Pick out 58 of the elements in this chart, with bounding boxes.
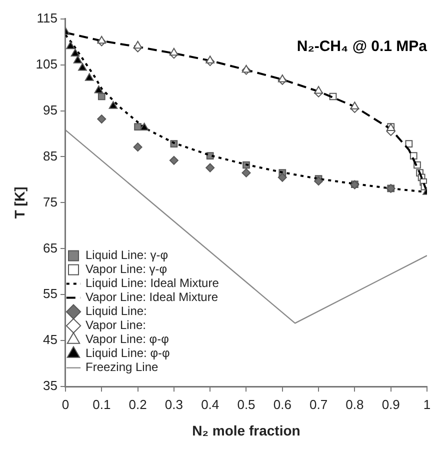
- x-tick-label: 0: [62, 396, 70, 412]
- legend-label: Vapor Line:: [85, 318, 146, 332]
- legend-label: Freezing Line: [85, 360, 159, 374]
- point: [242, 168, 251, 178]
- x-tick-label: 0.7: [310, 396, 328, 412]
- y-tick-label: 105: [36, 56, 58, 72]
- point: [78, 62, 87, 71]
- point: [314, 176, 324, 186]
- point: [66, 41, 75, 50]
- y-tick-label: 75: [43, 194, 58, 210]
- point: [70, 48, 80, 56]
- point: [97, 114, 106, 124]
- point: [170, 48, 178, 56]
- x-axis-title: N₂ mole fraction: [192, 422, 300, 438]
- point: [133, 40, 142, 49]
- y-tick-label: 85: [43, 148, 58, 164]
- x-tick-label: 0.6: [273, 396, 292, 412]
- point: [98, 92, 106, 100]
- x-tick-label: 0.8: [346, 396, 364, 412]
- legend-label: Vapor Line: Ideal Mixture: [85, 290, 218, 304]
- legend-label: Liquid Line: φ-φ: [85, 346, 170, 360]
- text: N₂-CH₄ @ 0.1 MPa: [296, 38, 428, 55]
- y-tick-label: 45: [43, 332, 58, 348]
- point: [278, 74, 287, 82]
- point: [140, 122, 149, 131]
- point: [314, 86, 323, 94]
- point: [278, 172, 287, 182]
- y-tick-label: 65: [43, 240, 58, 256]
- point: [206, 56, 214, 64]
- point: [134, 123, 142, 131]
- point: [108, 101, 118, 109]
- point: [133, 142, 142, 152]
- legend-label: Liquid Line: Ideal Mixture: [85, 276, 220, 290]
- x-tick-label: 0.3: [164, 396, 183, 412]
- point: [94, 86, 104, 94]
- point: [350, 102, 360, 110]
- x-tick-label: 0.1: [92, 396, 111, 412]
- x-tick-label: 0.9: [382, 396, 400, 412]
- point: [73, 56, 82, 64]
- point: [206, 163, 215, 172]
- legend-label: Vapor Line: φ-φ: [85, 332, 170, 346]
- legend-label: Liquid Line: γ-φ: [85, 248, 168, 262]
- legend-label: Liquid Line:: [85, 304, 147, 318]
- y-axis-title: T [K]: [11, 186, 28, 219]
- x-tick-label: 0.5: [237, 396, 256, 412]
- y-tick-label: 115: [36, 10, 58, 26]
- x-tick-label: 1: [423, 396, 431, 412]
- y-tick-label: 35: [43, 378, 58, 394]
- point: [169, 156, 178, 165]
- point: [405, 140, 413, 148]
- y-tick-label: 95: [43, 102, 58, 118]
- point: [84, 73, 94, 81]
- point: [97, 36, 106, 44]
- x-tick-label: 0.2: [128, 396, 147, 412]
- x-tick-label: 0.4: [201, 396, 220, 412]
- y-tick-label: 55: [43, 286, 58, 302]
- legend-label: Vapor Line: γ-φ: [85, 262, 168, 276]
- point: [410, 152, 418, 160]
